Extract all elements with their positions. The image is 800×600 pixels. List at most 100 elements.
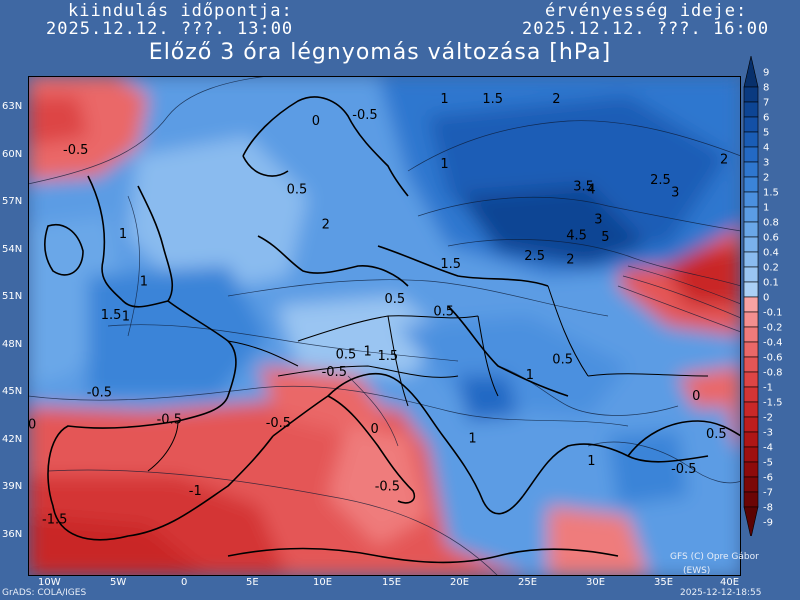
legend-level-label: 0.6 xyxy=(763,233,779,244)
legend-swatch xyxy=(743,86,759,103)
lon-label-5e: 5E xyxy=(246,577,259,588)
lat-label-54n: 54N xyxy=(2,244,23,255)
contour-label: 2 xyxy=(322,217,330,232)
legend-level-label: -4 xyxy=(763,443,773,454)
contour-label: 0.5 xyxy=(336,348,357,363)
legend-swatch xyxy=(743,191,759,208)
contour-label: -0.5 xyxy=(322,365,347,380)
contour-label: 0.5 xyxy=(433,305,454,320)
contour-label: 4.5 xyxy=(566,229,587,244)
legend-swatch xyxy=(743,431,759,448)
legend-level-label: -7 xyxy=(763,488,773,499)
legend-level-label: -9 xyxy=(763,518,773,529)
lon-label-10e: 10E xyxy=(313,577,333,588)
contour-label: 1 xyxy=(587,454,595,469)
legend-level-label: -0.1 xyxy=(763,308,783,319)
legend-level-label: -0.6 xyxy=(763,353,783,364)
contour-label: 2 xyxy=(552,92,560,107)
legend-level-label: -0.4 xyxy=(763,338,783,349)
contour-label: 0 xyxy=(692,389,700,404)
lat-label-36n: 36N xyxy=(2,529,23,540)
legend-level-label: 9 xyxy=(763,68,769,79)
legend-level-label: -0.2 xyxy=(763,323,783,334)
contour-label: 4 xyxy=(587,183,595,198)
lon-label-10w: 10W xyxy=(38,577,61,588)
valid-time-label: érvényesség ideje: xyxy=(545,1,748,21)
contour-label: -0.5 xyxy=(375,479,400,494)
legend-level-label: 6 xyxy=(763,113,769,124)
isobar-lines xyxy=(28,76,741,576)
lon-label-0: 0 xyxy=(181,577,188,588)
contour-label: 3 xyxy=(671,186,679,201)
lat-label-42n: 42N xyxy=(2,434,23,445)
contour-label: 0 xyxy=(28,417,36,432)
contour-label: -0.5 xyxy=(87,386,112,401)
contour-label: 0.5 xyxy=(706,427,727,442)
legend-swatch xyxy=(743,266,759,283)
render-timestamp: 2025-12-12-18:55 xyxy=(680,588,762,598)
contour-label: 2.5 xyxy=(650,173,671,188)
legend-swatch xyxy=(743,176,759,193)
legend-level-label: -2 xyxy=(763,413,773,424)
contour-label: 1 xyxy=(364,344,372,359)
ews-text: (EWS) xyxy=(683,566,711,576)
lon-label-35e: 35E xyxy=(654,577,674,588)
contour-label: 1.5 xyxy=(378,349,399,364)
contour-label: 1.5 xyxy=(101,308,122,323)
legend-swatch xyxy=(743,281,759,298)
grads-credit: GrADS: COLA/IGES xyxy=(2,588,87,598)
contour-label: 1 xyxy=(122,309,130,324)
legend-swatch xyxy=(743,221,759,238)
lon-label-30e: 30E xyxy=(586,577,606,588)
contour-label: 1 xyxy=(526,368,534,383)
legend-swatch xyxy=(743,326,759,343)
contour-label: 2 xyxy=(566,252,574,267)
legend-level-label: -1 xyxy=(763,383,773,394)
contour-label: -0.5 xyxy=(157,413,182,428)
contour-label: 1 xyxy=(440,92,448,107)
legend-swatch xyxy=(743,371,759,388)
legend-level-label: -5 xyxy=(763,458,773,469)
legend-swatch xyxy=(743,146,759,163)
legend-swatch xyxy=(743,236,759,253)
legend-swatch xyxy=(743,491,759,508)
legend-level-label: -1.5 xyxy=(763,398,783,409)
legend-swatch xyxy=(743,161,759,178)
contour-label: 2.5 xyxy=(524,249,545,264)
lat-label-48n: 48N xyxy=(2,339,23,350)
legend-level-label: 0.4 xyxy=(763,248,779,259)
lat-label-60n: 60N xyxy=(2,149,23,160)
start-time-value: 2025.12.12. ???. 13:00 xyxy=(46,19,294,39)
legend-level-label: 3 xyxy=(763,158,769,169)
legend-level-label: -0.8 xyxy=(763,368,783,379)
legend-swatch xyxy=(743,401,759,418)
legend-labels: 9 8 7 6 5 4 3 2 1.5 1 0.8 0.6 0.4 0.2 0.1 0 -0.1 -0.2 -0.4… xyxy=(763,68,783,529)
contour-label: -0.5 xyxy=(266,416,291,431)
lat-label-39n: 39N xyxy=(2,481,23,492)
contour-label: 2 xyxy=(720,152,728,167)
contour-label: 0 xyxy=(371,422,379,437)
lat-label-63n: 63N xyxy=(2,101,23,112)
contour-label: 1.5 xyxy=(482,92,503,107)
legend-swatch xyxy=(743,311,759,328)
contour-label: 0 xyxy=(312,114,320,129)
copyright-text: GFS (C) Opre Gábor xyxy=(670,552,759,562)
contour-label: -1.5 xyxy=(42,513,67,528)
legend-level-label: 2 xyxy=(763,173,769,184)
legend-swatch xyxy=(743,446,759,463)
lon-label-15e: 15E xyxy=(382,577,402,588)
legend-level-label: 0.2 xyxy=(763,263,779,274)
lat-label-45n: 45N xyxy=(2,386,23,397)
contour-label: 0.5 xyxy=(287,183,308,198)
legend-level-label: 1.5 xyxy=(763,188,779,199)
lat-label-57n: 57N xyxy=(2,196,23,207)
legend-swatch xyxy=(743,131,759,148)
contour-label: 1 xyxy=(140,275,148,290)
contour-label: 0.5 xyxy=(552,352,573,367)
contour-label: -0.5 xyxy=(63,143,88,158)
legend-level-label: 0.1 xyxy=(763,278,779,289)
legend-swatch xyxy=(743,476,759,493)
contour-label: 3 xyxy=(594,213,602,228)
